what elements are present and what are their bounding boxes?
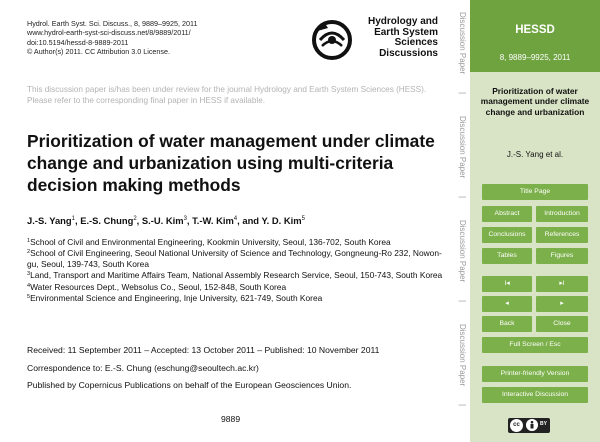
affiliation-text: School of Civil Engineering, Seoul Natio…	[27, 248, 442, 269]
last-page-button[interactable]: ▸I	[536, 276, 588, 292]
author-separator: ,	[136, 215, 142, 226]
navigation-sidebar: HESSD 8, 9889–9925, 2011 Prioritization …	[470, 0, 600, 442]
affiliation: 4Water Resources Dept., Websolus Co., Se…	[27, 281, 447, 292]
strip-label: Discussion Paper	[458, 324, 467, 387]
abstract-button[interactable]: Abstract	[482, 206, 532, 222]
figures-button[interactable]: Figures	[536, 248, 588, 264]
back-button[interactable]: Back	[482, 316, 532, 332]
logo-line: Sciences	[394, 37, 438, 49]
paper-page: Hydrol. Earth Syst. Sci. Discuss., 8, 98…	[27, 16, 447, 424]
author-separator: ,	[186, 215, 193, 226]
affiliation-list: 1School of Civil and Environmental Engin…	[27, 236, 447, 303]
correspondence: Correspondence to: E.-S. Chung (eschung@…	[27, 363, 259, 373]
interactive-discussion-button[interactable]: Interactive Discussion	[482, 387, 588, 403]
review-notice: This discussion paper is/has been under …	[27, 85, 427, 105]
strip-separator: |	[458, 92, 467, 95]
author-name: J.-S. Yang	[27, 215, 72, 226]
citation-line: doi:10.5194/hessd-8-9889-2011	[27, 37, 129, 47]
author-list: J.-S. Yang1, E.-S. Chung2, S.-U. Kim3, T…	[27, 215, 305, 226]
previous-page-button[interactable]: ◂	[482, 296, 532, 312]
author-name: Y. D. Kim	[261, 215, 302, 226]
sidebar-authors: J.-S. Yang et al.	[506, 150, 564, 159]
author-sup: 4	[233, 216, 238, 222]
cc-license-badge[interactable]: cc BY	[508, 418, 550, 433]
attribution-person-icon	[526, 419, 538, 431]
strip-separator: |	[458, 196, 467, 199]
tables-button[interactable]: Tables	[482, 248, 532, 264]
publisher-note: Published by Copernicus Publications on …	[27, 380, 352, 390]
cc-icon: cc	[510, 419, 523, 432]
logo-line: Earth System	[374, 26, 438, 38]
affiliation-sup: 4	[27, 282, 31, 289]
title-page-button[interactable]: Title Page	[482, 184, 588, 200]
conclusions-button[interactable]: Conclusions	[482, 227, 532, 243]
affiliation: 5Environmental Science and Engineering, …	[27, 292, 447, 303]
affiliation-sup: 1	[27, 238, 31, 244]
discussion-paper-strip: Discussion Paper | Discussion Paper | Di…	[448, 0, 470, 442]
printer-friendly-button[interactable]: Printer-friendly Version	[482, 366, 588, 382]
author-name: T.-W. Kim	[192, 215, 234, 226]
logo-line: Hydrology and	[367, 16, 438, 27]
affiliation-sup: 2	[27, 249, 31, 256]
author-name: E.-S. Chung	[80, 215, 134, 226]
author-separator: , and	[237, 215, 262, 226]
full-screen-button[interactable]: Full Screen / Esc	[482, 337, 588, 353]
affiliation-sup: 5	[27, 294, 31, 301]
citation-block: Hydrol. Earth Syst. Sci. Discuss., 8, 98…	[27, 19, 197, 57]
strip-label: Discussion Paper	[458, 12, 467, 75]
paper-title: Prioritization of water management under…	[27, 131, 435, 195]
affiliation: 1School of Civil and Environmental Engin…	[27, 236, 447, 247]
journal-name: HESSD	[515, 24, 555, 36]
affiliation-text: Environmental Science and Engineering, I…	[30, 293, 323, 304]
strip-label: Discussion Paper	[458, 116, 467, 179]
references-button[interactable]: References	[536, 227, 588, 243]
publication-dates: Received: 11 September 2011 – Accepted: …	[27, 345, 380, 355]
page-number: 9889	[221, 414, 241, 424]
next-page-button[interactable]: ▸	[536, 296, 588, 312]
journal-logo: Hydrology and Earth System Sciences Disc…	[312, 16, 438, 66]
author-separator: ,	[74, 215, 81, 226]
sidebar-header: HESSD 8, 9889–9925, 2011	[470, 0, 600, 72]
cc-by-label: BY	[540, 421, 547, 427]
introduction-button[interactable]: Introduction	[536, 206, 588, 222]
close-button[interactable]: Close	[536, 316, 588, 332]
sidebar-paper-title: Prioritization of water management under…	[480, 86, 590, 117]
author-name: S.-U. Kim	[141, 215, 184, 226]
first-page-button[interactable]: I◂	[482, 276, 532, 292]
citation-line: © Author(s) 2011. CC Attribution 3.0 Lic…	[27, 47, 170, 57]
strip-separator: |	[458, 300, 467, 303]
affiliation: 3Land, Transport and Maritime Affairs Te…	[27, 269, 447, 280]
logo-line: Discussions	[379, 47, 438, 59]
author-sup: 2	[133, 216, 137, 222]
journal-volume: 8, 9889–9925, 2011	[499, 53, 571, 62]
affiliation-text: School of Civil and Environmental Engine…	[30, 237, 391, 247]
strip-separator: |	[458, 404, 467, 407]
citation-line: Hydrol. Earth Syst. Sci. Discuss., 8, 98…	[27, 19, 198, 28]
egu-emblem-icon	[312, 20, 352, 60]
affiliation-text: Land, Transport and Maritime Affairs Tea…	[30, 270, 443, 281]
affiliation-text: Water Resources Dept., Websolus Co., Seo…	[30, 281, 287, 292]
author-sup: 3	[183, 216, 187, 222]
logo-text: Hydrology and Earth System Sciences Disc…	[367, 16, 438, 59]
citation-line: www.hydrol-earth-syst-sci-discuss.net/8/…	[27, 28, 191, 38]
author-sup: 5	[301, 216, 305, 222]
affiliation-sup: 3	[27, 271, 31, 278]
strip-label: Discussion Paper	[458, 220, 467, 283]
author-sup: 1	[71, 216, 75, 222]
affiliation: 2School of Civil Engineering, Seoul Nati…	[27, 247, 447, 269]
